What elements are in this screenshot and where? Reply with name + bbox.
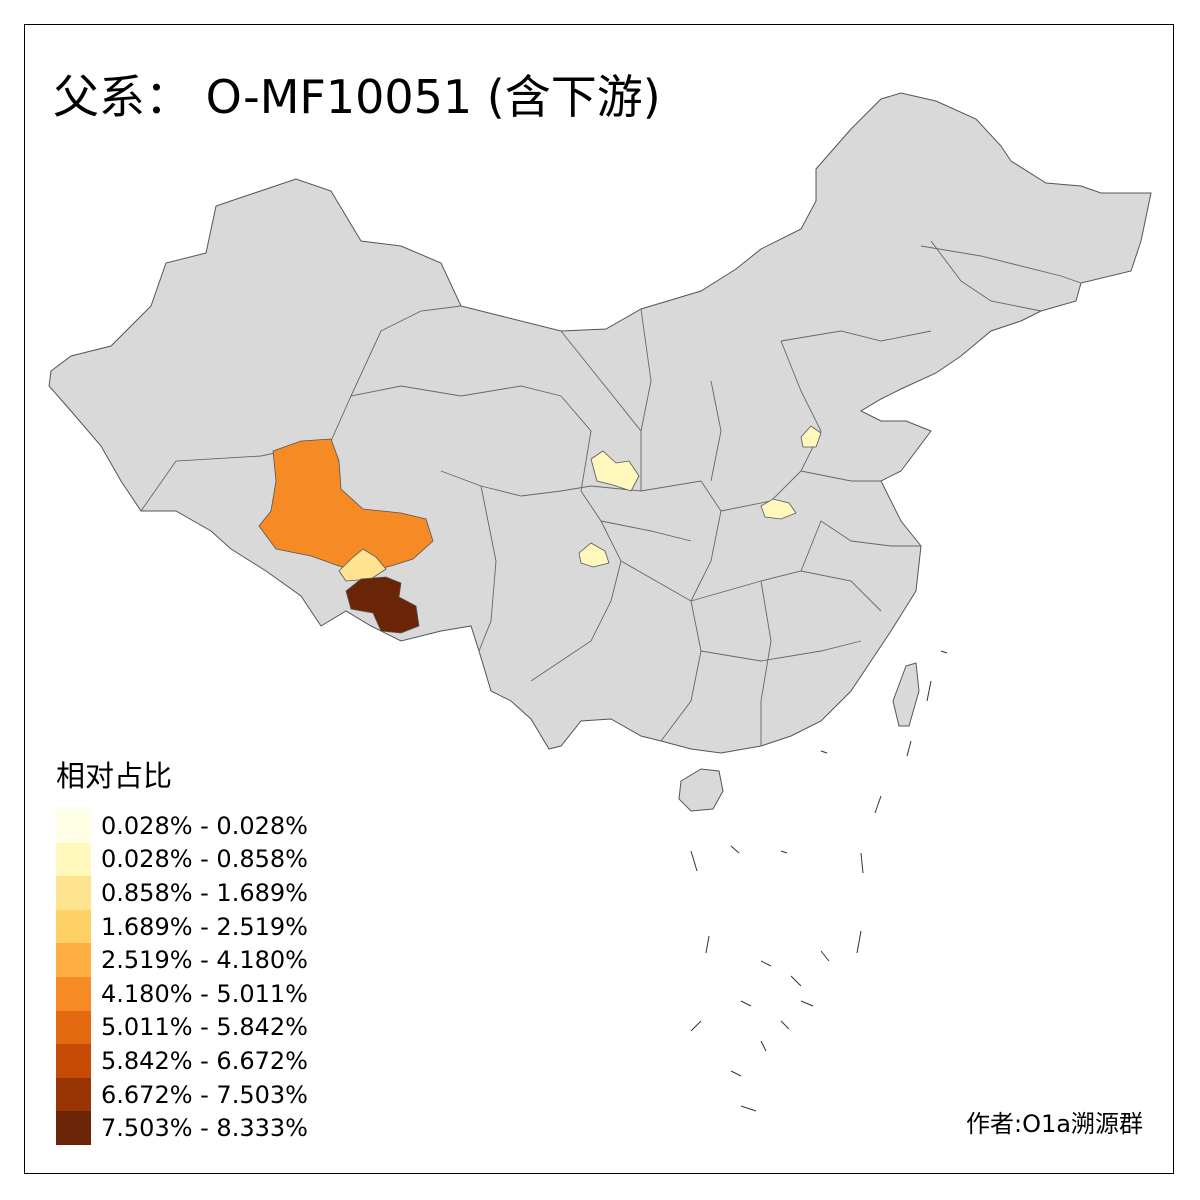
province-borders — [140, 240, 1082, 746]
region-hebei — [800, 425, 822, 448]
legend-item: 0.028% - 0.858% — [56, 842, 308, 877]
legend-label: 0.858% - 1.689% — [101, 878, 308, 907]
region-shigatse-south — [345, 576, 420, 634]
legend-swatch — [56, 976, 91, 1011]
legend-swatch — [56, 1044, 91, 1078]
legend-label: 5.011% - 5.842% — [101, 1013, 308, 1042]
legend-label: 2.519% - 4.180% — [101, 946, 308, 975]
legend-swatch — [56, 809, 91, 843]
legend-title: 相对占比 — [56, 759, 173, 793]
taiwan-island — [892, 662, 920, 727]
legend-item: 0.028% - 0.028% — [56, 809, 308, 843]
legend-label: 7.503% - 8.333% — [101, 1114, 308, 1143]
legend-rows: 0.028% - 0.028% 0.028% - 0.858% 0.858% - 1… — [56, 809, 308, 1145]
author-credit: 作者:O1a溯源群 — [966, 1110, 1143, 1138]
legend-label: 6.672% - 7.503% — [101, 1080, 308, 1109]
legend-swatch — [56, 1111, 91, 1145]
legend-item: 0.858% - 1.689% — [56, 876, 308, 910]
legend-label: 5.842% - 6.672% — [101, 1046, 308, 1075]
south-sea-islands — [690, 650, 948, 1112]
legend-label: 0.028% - 0.028% — [101, 811, 308, 840]
legend-swatch — [56, 1077, 91, 1112]
china-mainland — [48, 92, 1152, 754]
region-sichuan — [578, 542, 610, 568]
legend-item: 5.842% - 6.672% — [56, 1044, 308, 1078]
map-frame: 父系： O-MF10051 (含下游) 相对占比 0.028% - 0.028%… — [24, 24, 1174, 1174]
legend-swatch — [56, 876, 91, 910]
region-shigatse-small — [338, 548, 387, 582]
region-gansu-qinghai — [590, 450, 640, 492]
legend-swatch — [56, 842, 91, 877]
region-henan — [760, 498, 797, 520]
hainan-island — [678, 768, 724, 812]
legend-item: 2.519% - 4.180% — [56, 943, 308, 977]
legend-item: 6.672% - 7.503% — [56, 1077, 308, 1112]
legend-label: 0.028% - 0.858% — [101, 845, 308, 874]
legend-item: 7.503% - 8.333% — [56, 1111, 308, 1145]
legend-item: 1.689% - 2.519% — [56, 909, 308, 944]
china-map — [48, 92, 1152, 1112]
legend-swatch — [56, 1010, 91, 1045]
legend-swatch — [56, 943, 91, 977]
region-tibet-west — [258, 438, 434, 574]
map-title: 父系： O-MF10051 (含下游) — [53, 70, 661, 124]
legend-label: 4.180% - 5.011% — [101, 979, 308, 1008]
legend: 相对占比 0.028% - 0.028% 0.028% - 0.858% 0.858… — [56, 753, 308, 1145]
legend-item: 4.180% - 5.011% — [56, 976, 308, 1011]
legend-swatch — [56, 909, 91, 944]
legend-item: 5.011% - 5.842% — [56, 1010, 308, 1045]
legend-label: 1.689% - 2.519% — [101, 912, 308, 941]
